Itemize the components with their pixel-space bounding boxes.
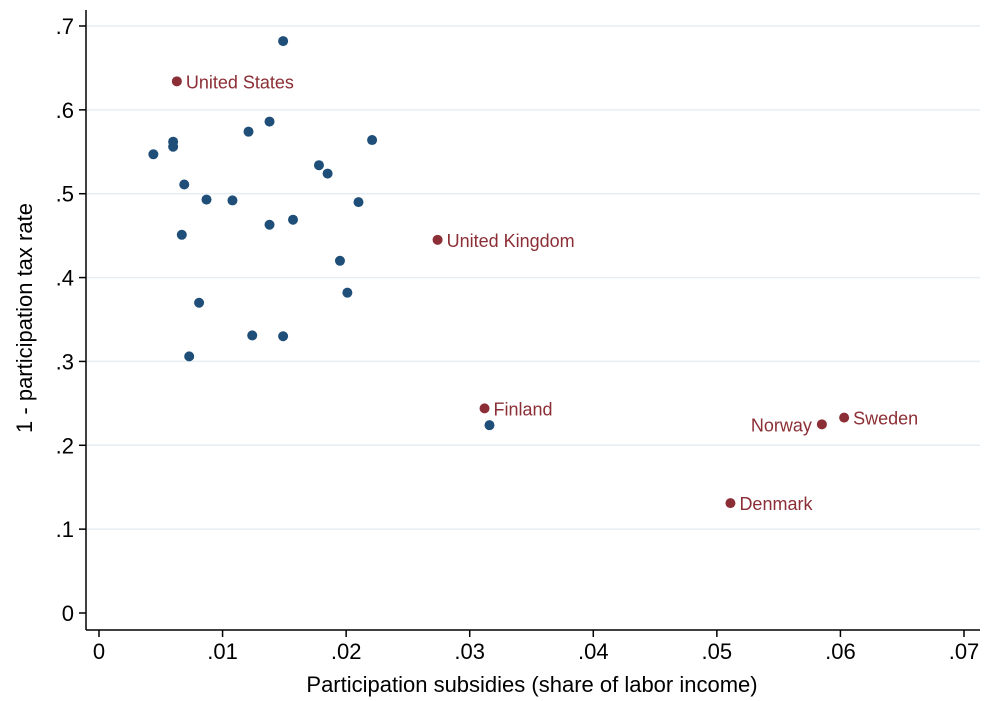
y-tick-label-5: .5 [56, 182, 74, 207]
grid-lines [87, 25, 980, 530]
y-axis-title: 1 - participation tax rate [12, 203, 37, 433]
data-point-13 [264, 219, 275, 230]
x-tick-label-3: .03 [454, 639, 485, 664]
data-point-5 [201, 194, 212, 205]
point-label-4: Sweden [853, 409, 918, 429]
x-tick-label-0: 0 [93, 639, 105, 664]
data-point-12 [176, 229, 187, 240]
data-point-11 [367, 135, 378, 146]
point-label-5: Denmark [739, 494, 813, 514]
data-point-22 [484, 420, 495, 431]
labeled-point-4 [839, 412, 850, 423]
data-point-8 [264, 116, 275, 127]
labeled-point-0 [171, 76, 182, 87]
labeled-point-3 [816, 419, 827, 430]
data-point-7 [243, 126, 254, 137]
y-tick-label-2: .2 [56, 433, 74, 458]
point-labels: United States United Kingdom Finland Norway… [186, 72, 918, 514]
labeled-point-5 [725, 498, 736, 509]
data-point-10 [322, 168, 333, 179]
y-tick-label-3: .3 [56, 349, 74, 374]
point-label-2: Finland [494, 399, 553, 419]
data-point-6 [227, 195, 238, 206]
data-point-4 [179, 179, 190, 190]
data-point-21 [184, 351, 195, 362]
axes: 0 .1 .2 .3 .4 .5 .6 .7 0 .01 .02 .03 .04 .05 .06 .07 [56, 10, 980, 664]
data-point-19 [247, 330, 258, 341]
data-point-18 [194, 297, 205, 308]
data-point-3 [168, 141, 179, 152]
labeled-point-1 [432, 234, 443, 245]
y-tick-label-4: .4 [56, 266, 74, 291]
y-tick-label-0: 0 [62, 601, 74, 626]
x-tick-label-2: .02 [331, 639, 362, 664]
data-point-14 [288, 214, 299, 225]
data-points [148, 36, 850, 509]
y-tick-label-6: .6 [56, 98, 74, 123]
x-tick-label-4: .04 [578, 639, 609, 664]
data-point-9 [313, 160, 324, 171]
x-axis-title: Participation subsidies (share of labor … [306, 672, 757, 697]
x-tick-label-5: .05 [702, 639, 733, 664]
point-label-0: United States [186, 72, 294, 92]
x-tick-label-6: .06 [825, 639, 856, 664]
data-point-15 [353, 197, 364, 208]
point-label-3: Norway [751, 415, 812, 435]
y-tick-label-7: .7 [56, 14, 74, 39]
data-point-16 [334, 255, 345, 266]
data-point-0 [278, 36, 289, 47]
x-tick-label-1: .01 [207, 639, 238, 664]
point-label-1: United Kingdom [447, 231, 575, 251]
x-tick-label-7: .07 [949, 639, 980, 664]
labeled-point-2 [479, 403, 490, 414]
y-tick-label-1: .1 [56, 517, 74, 542]
data-point-17 [342, 287, 353, 298]
data-point-20 [278, 331, 289, 342]
data-point-1 [148, 149, 159, 160]
